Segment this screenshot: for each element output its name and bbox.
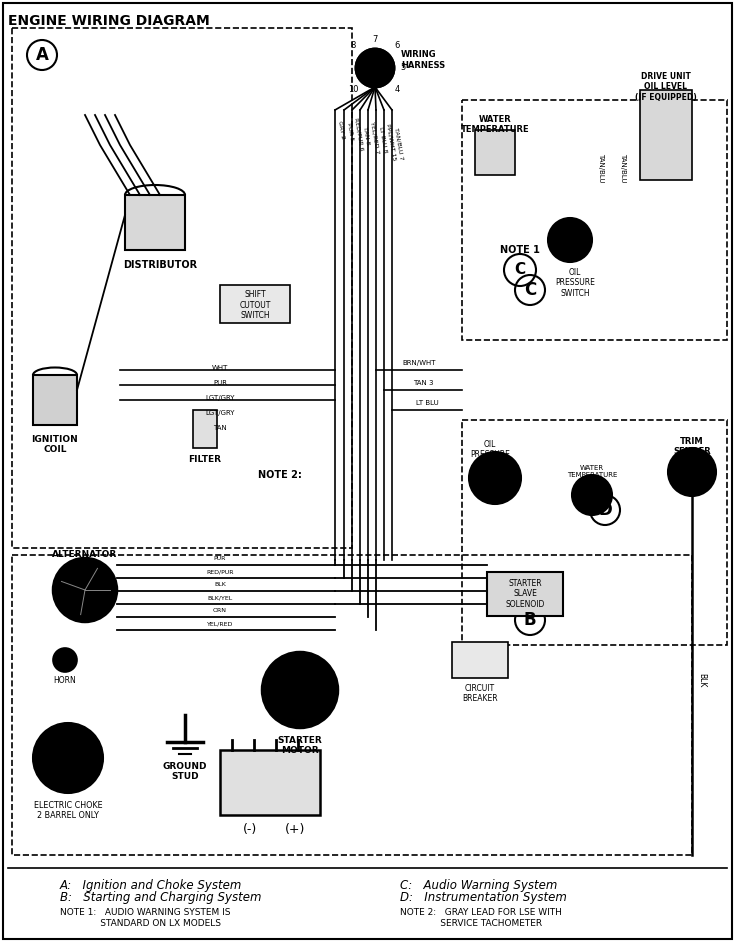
Circle shape xyxy=(373,66,377,70)
Text: YEL/RED 7: YEL/RED 7 xyxy=(370,122,381,154)
Text: WATER
TEMPERATURE
SENDER: WATER TEMPERATURE SENDER xyxy=(567,465,617,485)
Circle shape xyxy=(364,61,368,65)
Text: DRIVE UNIT
OIL LEVEL
(IF EQUIPPED): DRIVE UNIT OIL LEVEL (IF EQUIPPED) xyxy=(635,72,697,102)
Bar xyxy=(220,750,320,815)
Text: NOTE 2:   GRAY LEAD FOR LSE WITH
              SERVICE TACHOMETER: NOTE 2: GRAY LEAD FOR LSE WITH SERVICE T… xyxy=(400,908,562,928)
Text: TRIM
SENDER: TRIM SENDER xyxy=(673,437,711,457)
Text: A: A xyxy=(35,46,49,64)
Bar xyxy=(487,572,563,616)
Bar xyxy=(220,285,290,323)
Text: PUR: PUR xyxy=(213,380,227,386)
Text: WIRING
HARNESS: WIRING HARNESS xyxy=(401,50,445,70)
Circle shape xyxy=(373,56,377,60)
Bar xyxy=(475,130,515,175)
Bar xyxy=(462,420,727,645)
Text: LGT/GRY: LGT/GRY xyxy=(205,410,234,416)
Circle shape xyxy=(469,452,521,504)
Bar xyxy=(12,555,692,855)
Text: 6: 6 xyxy=(394,41,400,51)
Circle shape xyxy=(48,738,88,778)
Text: TAN: TAN xyxy=(213,425,227,431)
Text: TAN 3: TAN 3 xyxy=(413,380,433,386)
Text: WATER
TEMPERATURE: WATER TEMPERATURE xyxy=(461,115,529,135)
Text: TAN/BLU: TAN/BLU xyxy=(598,154,604,183)
Text: LT BLU 8: LT BLU 8 xyxy=(378,126,387,154)
Text: YEL/RED: YEL/RED xyxy=(207,621,233,626)
Text: LT BLU: LT BLU xyxy=(415,400,438,406)
Bar xyxy=(125,195,185,250)
Text: 10: 10 xyxy=(348,86,358,94)
Circle shape xyxy=(364,71,368,75)
Text: D: D xyxy=(598,501,612,519)
Text: C:   Audio Warning System: C: Audio Warning System xyxy=(400,879,557,891)
Text: STARTER
SLAVE
SOLENOID: STARTER SLAVE SOLENOID xyxy=(505,579,545,609)
Text: DISTRIBUTOR: DISTRIBUTOR xyxy=(123,260,197,270)
Bar xyxy=(640,90,692,180)
Text: TAN 8: TAN 8 xyxy=(362,126,370,145)
Circle shape xyxy=(53,648,77,672)
Text: LGT/GRY: LGT/GRY xyxy=(205,395,234,401)
Text: RED/PUR 6: RED/PUR 6 xyxy=(354,117,365,151)
Text: 4: 4 xyxy=(395,86,400,94)
Text: NOTE 1:   AUDIO WARNING SYSTEM IS
              STANDARD ON LX MODELS: NOTE 1: AUDIO WARNING SYSTEM IS STANDARD… xyxy=(60,908,231,928)
Text: OIL
PRESSURE
SWITCH: OIL PRESSURE SWITCH xyxy=(555,268,595,298)
Text: (-): (-) xyxy=(243,823,257,836)
Text: 7: 7 xyxy=(373,36,378,44)
Text: FILTER: FILTER xyxy=(188,455,221,464)
Text: B:   Starting and Charging System: B: Starting and Charging System xyxy=(60,891,262,904)
Text: NOTE 1: NOTE 1 xyxy=(500,245,540,255)
Text: SHIFT
CUTOUT
SWITCH: SHIFT CUTOUT SWITCH xyxy=(240,290,270,320)
Text: NOTE 2:: NOTE 2: xyxy=(258,470,302,480)
Circle shape xyxy=(382,61,386,65)
Text: GRY 2: GRY 2 xyxy=(337,121,345,139)
Text: BLK/YEL: BLK/YEL xyxy=(207,595,232,600)
Bar xyxy=(462,100,727,340)
Circle shape xyxy=(373,76,377,80)
Text: ORN: ORN xyxy=(213,608,227,613)
Text: GROUND
STUD: GROUND STUD xyxy=(162,762,207,782)
Text: WHT: WHT xyxy=(212,365,228,371)
Text: IGNITION
COIL: IGNITION COIL xyxy=(32,435,79,454)
Text: A:   Ignition and Choke System: A: Ignition and Choke System xyxy=(60,879,243,891)
Circle shape xyxy=(262,652,338,728)
Circle shape xyxy=(572,475,612,515)
Text: STARTER
MOTOR: STARTER MOTOR xyxy=(278,736,323,755)
Text: C: C xyxy=(524,281,536,299)
Text: RED/PUR: RED/PUR xyxy=(207,569,234,574)
Text: 5: 5 xyxy=(401,63,406,73)
Text: (+): (+) xyxy=(284,823,305,836)
Circle shape xyxy=(378,66,382,70)
Text: CIRCUIT
BREAKER: CIRCUIT BREAKER xyxy=(462,684,498,704)
Circle shape xyxy=(548,218,592,262)
Text: ENGINE WIRING DIAGRAM: ENGINE WIRING DIAGRAM xyxy=(8,14,209,28)
Text: TAN/BLU: TAN/BLU xyxy=(620,154,626,183)
Text: C: C xyxy=(514,263,526,278)
Text: ELECTRIC CHOKE
2 BARREL ONLY: ELECTRIC CHOKE 2 BARREL ONLY xyxy=(34,801,102,820)
Text: BLK: BLK xyxy=(697,673,706,687)
Circle shape xyxy=(33,723,103,793)
Bar xyxy=(452,642,508,678)
Bar xyxy=(33,375,77,425)
Text: PPL/WHT 15: PPL/WHT 15 xyxy=(386,123,398,161)
Text: TAN/BLU 7: TAN/BLU 7 xyxy=(394,127,404,160)
Bar xyxy=(12,28,352,548)
Text: OIL
PRESSURE
SENDER: OIL PRESSURE SENDER xyxy=(470,440,510,470)
Circle shape xyxy=(356,49,394,87)
Text: B: B xyxy=(523,611,537,629)
Bar xyxy=(193,410,217,448)
Text: D:   Instrumentation System: D: Instrumentation System xyxy=(400,891,567,904)
Circle shape xyxy=(668,448,716,496)
Text: ALTERNATOR: ALTERNATOR xyxy=(52,550,118,559)
Text: PUR: PUR xyxy=(214,556,226,561)
Circle shape xyxy=(382,71,386,75)
Text: HORN: HORN xyxy=(54,676,76,685)
Text: PUR 5: PUR 5 xyxy=(346,122,354,141)
Text: BLK: BLK xyxy=(214,582,226,587)
Text: BRN/WHT: BRN/WHT xyxy=(402,360,436,366)
Text: 8: 8 xyxy=(351,41,356,51)
Circle shape xyxy=(53,558,117,622)
Circle shape xyxy=(275,665,325,715)
